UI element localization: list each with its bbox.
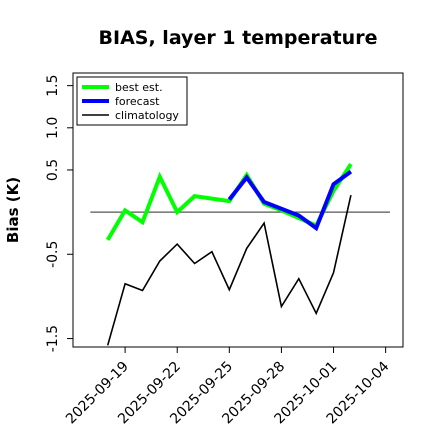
y-tick-label-0: -1.5: [45, 325, 61, 352]
y-tick-label-4: 1.5: [45, 75, 61, 97]
series-line-2: [106, 195, 352, 346]
series-line-1: [227, 169, 353, 232]
legend-label-1: forecast: [115, 95, 160, 108]
legend-label-2: climatology: [115, 109, 179, 122]
plot-frame: [72, 72, 404, 348]
legend-label-0: best est.: [115, 81, 163, 94]
y-tick-label-1: -0.5: [45, 241, 61, 268]
plot-area: -1.5-0.50.51.01.52025-09-192025-09-22202…: [45, 72, 404, 427]
y-axis-label: Bias (K): [4, 177, 22, 243]
y-tick-label-3: 1.0: [45, 117, 61, 139]
y-tick-label-2: 0.5: [45, 159, 61, 181]
chart-title: BIAS, layer 1 temperature: [99, 27, 378, 49]
